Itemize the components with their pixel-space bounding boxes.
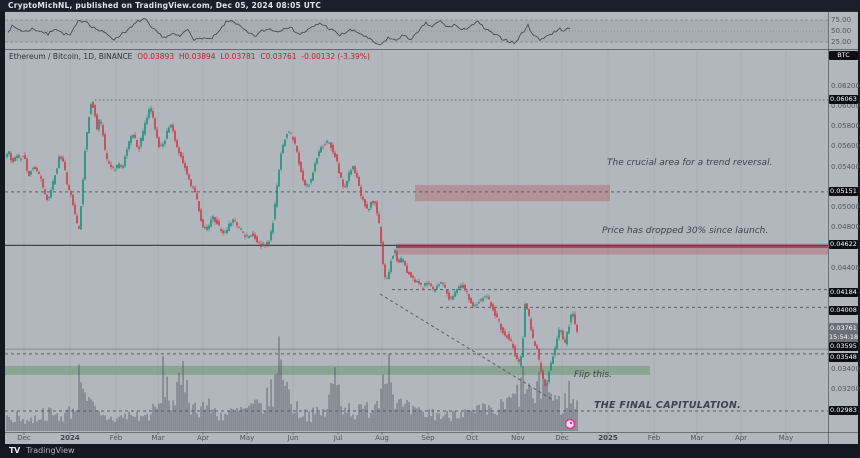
tradingview-brand[interactable]: TradingView	[26, 446, 75, 455]
launch-zone	[396, 243, 828, 255]
flip-zone	[5, 365, 650, 375]
descending-trendline	[379, 293, 554, 401]
event-marker-icon	[564, 418, 576, 430]
candles	[6, 101, 578, 387]
tradingview-footer: TV TradingView	[0, 444, 860, 458]
reversal-zone	[415, 184, 610, 202]
volume-bars	[6, 336, 578, 431]
publication-header: CryptoMichNL, published on TradingView.c…	[0, 0, 860, 11]
oscillator-line	[7, 18, 571, 46]
publication-title: CryptoMichNL, published on TradingView.c…	[8, 1, 322, 10]
tradingview-logo-icon[interactable]: TV	[9, 446, 20, 455]
